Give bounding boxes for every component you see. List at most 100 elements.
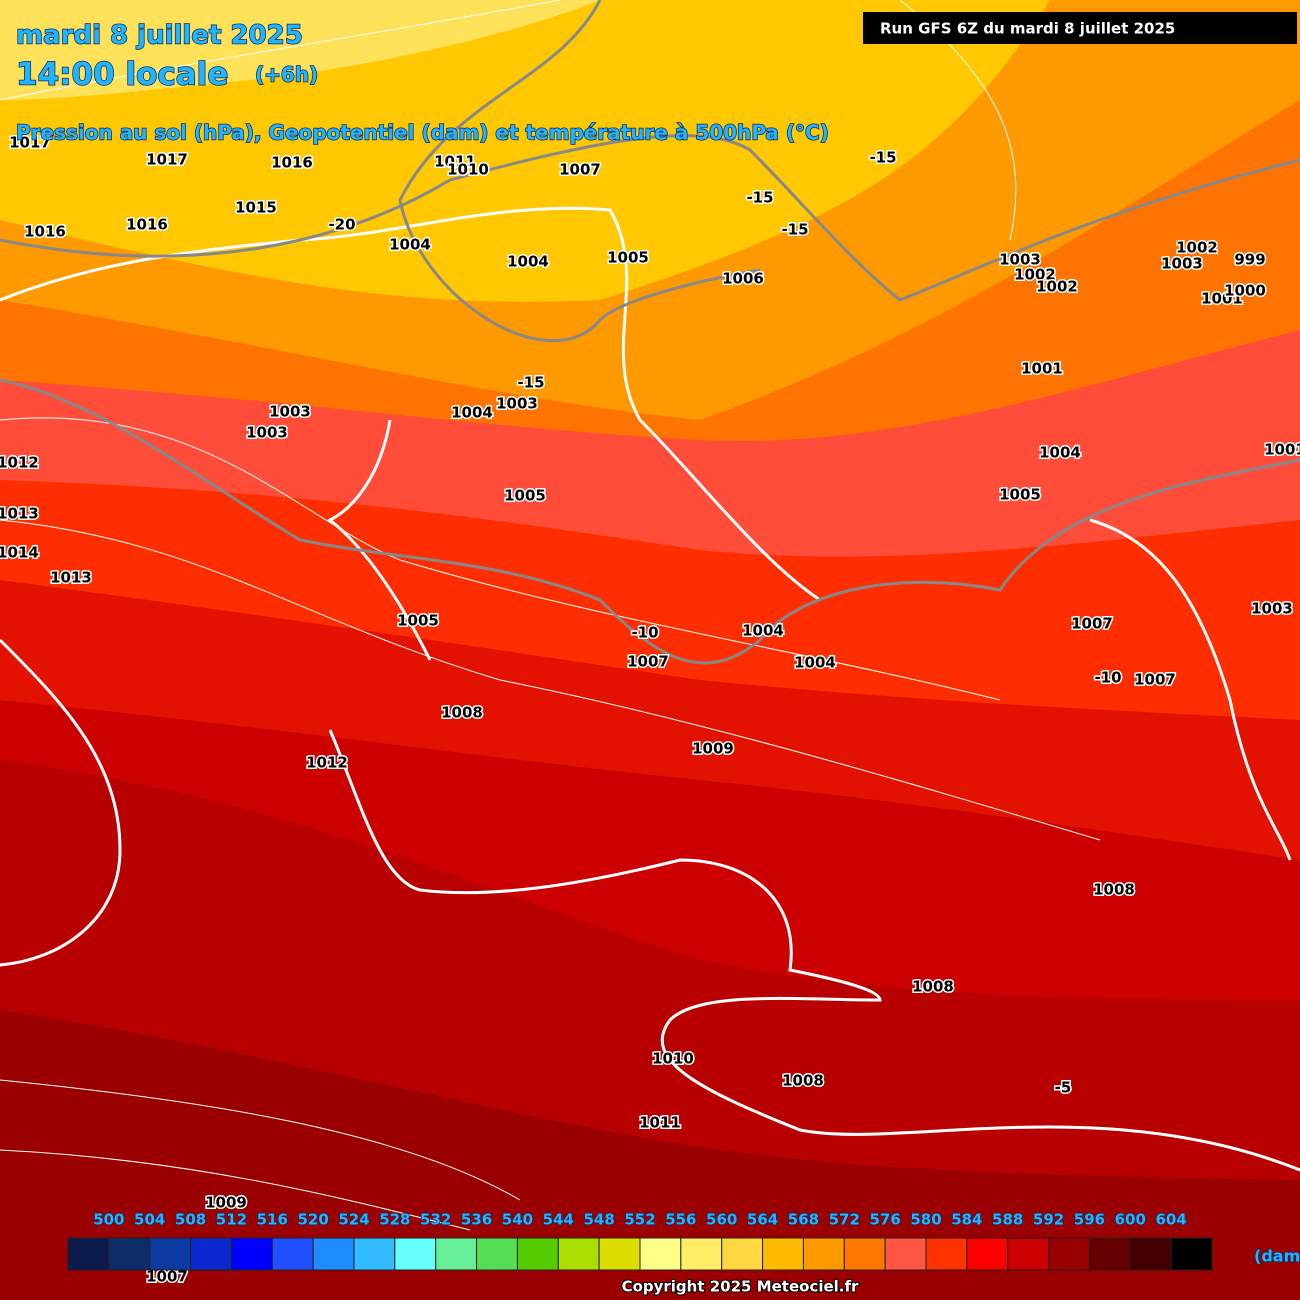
scale-swatch bbox=[1048, 1237, 1090, 1271]
scale-label: 516 bbox=[257, 1211, 288, 1229]
scale-swatch bbox=[516, 1237, 559, 1271]
scale-swatch bbox=[1088, 1237, 1131, 1271]
pressure-label: 1013 bbox=[0, 505, 39, 523]
pressure-label: 1003 bbox=[246, 424, 288, 442]
scale-label: 528 bbox=[379, 1211, 410, 1229]
scale-swatch bbox=[680, 1237, 723, 1271]
scale-swatch bbox=[353, 1237, 396, 1271]
scale-swatch bbox=[762, 1237, 804, 1271]
pressure-label: 1003 bbox=[1251, 600, 1293, 618]
copyright: Copyright 2025 Meteociel.fr bbox=[622, 1278, 859, 1296]
scale-swatch bbox=[639, 1237, 682, 1271]
scale-label: 548 bbox=[583, 1211, 614, 1229]
date: mardi 8 juillet 2025 bbox=[16, 21, 303, 51]
run-box bbox=[863, 12, 1297, 44]
pressure-label: 1008 bbox=[1093, 881, 1135, 899]
scale-label: 540 bbox=[502, 1211, 533, 1229]
pressure-label: 1017 bbox=[9, 134, 51, 152]
scale-label: 500 bbox=[93, 1211, 124, 1229]
scale-label: 504 bbox=[134, 1211, 165, 1229]
time-offset: (+6h) bbox=[255, 63, 318, 87]
pressure-label: 1001 bbox=[1021, 360, 1063, 378]
scale-label: 524 bbox=[338, 1211, 369, 1229]
scale-swatch bbox=[1170, 1237, 1213, 1271]
pressure-label: 1000 bbox=[1224, 282, 1266, 300]
pressure-label: 1002 bbox=[1176, 239, 1218, 257]
temperature-label: -15 bbox=[781, 221, 808, 239]
scale-swatch bbox=[476, 1237, 518, 1271]
pressure-label: 1010 bbox=[447, 161, 489, 179]
pressure-label: 1001 bbox=[1264, 441, 1300, 459]
scale-swatch bbox=[108, 1237, 151, 1271]
scale-swatch bbox=[230, 1237, 273, 1271]
pressure-label: 1015 bbox=[235, 199, 277, 217]
scale-label: 592 bbox=[1033, 1211, 1064, 1229]
pressure-label: 1005 bbox=[397, 612, 439, 630]
pressure-label: 1008 bbox=[912, 978, 954, 996]
scale-label: 520 bbox=[297, 1211, 328, 1229]
pressure-label: 1016 bbox=[271, 154, 313, 172]
pressure-label: 1007 bbox=[146, 1268, 188, 1286]
scale-swatch bbox=[802, 1237, 845, 1271]
pressure-label: 1002 bbox=[1014, 266, 1056, 284]
scale-label: 588 bbox=[992, 1211, 1023, 1229]
scale-swatch bbox=[394, 1237, 437, 1271]
scale-swatch bbox=[149, 1237, 192, 1271]
scale-label: 560 bbox=[706, 1211, 737, 1229]
subtitle: Pression au sol (hPa), Geopotentiel (dam… bbox=[16, 121, 829, 145]
pressure-label: 1006 bbox=[722, 270, 764, 288]
pressure-label: 1008 bbox=[782, 1072, 824, 1090]
scale-swatch bbox=[843, 1237, 886, 1271]
scale-swatch bbox=[721, 1237, 764, 1271]
scale-swatch bbox=[435, 1237, 478, 1271]
pressure-label: 999 bbox=[1234, 251, 1265, 269]
scale-swatch bbox=[67, 1237, 110, 1271]
scale-label: 580 bbox=[910, 1211, 941, 1229]
scale-label: 596 bbox=[1074, 1211, 1105, 1229]
pressure-label: 1004 bbox=[742, 622, 784, 640]
temperature-label: -10 bbox=[631, 624, 658, 642]
scale-label: 552 bbox=[624, 1211, 655, 1229]
pressure-label: 1009 bbox=[692, 740, 734, 758]
scale-label: 576 bbox=[869, 1211, 900, 1229]
scale-label: 556 bbox=[665, 1211, 696, 1229]
pressure-label: 1005 bbox=[607, 249, 649, 267]
scale-swatch bbox=[190, 1237, 232, 1271]
scale-unit: (dam) bbox=[1254, 1247, 1300, 1266]
isobars bbox=[0, 0, 1300, 1231]
pressure-label: 1017 bbox=[146, 151, 188, 169]
pressure-label: 1003 bbox=[496, 395, 538, 413]
pressure-label: 1012 bbox=[0, 454, 39, 472]
scale-swatch bbox=[598, 1237, 641, 1271]
pressure-label: 1012 bbox=[306, 754, 348, 772]
scale-label: 536 bbox=[461, 1211, 492, 1229]
scale-swatch bbox=[925, 1237, 968, 1271]
pressure-label: 1007 bbox=[1134, 671, 1176, 689]
pressure-label: 1004 bbox=[389, 236, 431, 254]
pressure-label: 1011 bbox=[434, 153, 476, 171]
pressure-label: 1002 bbox=[1036, 278, 1078, 296]
scale-label: 600 bbox=[1115, 1211, 1146, 1229]
scale-swatch bbox=[1007, 1237, 1050, 1271]
scale-label: 532 bbox=[420, 1211, 451, 1229]
scale-swatch bbox=[271, 1237, 314, 1271]
pressure-label: 1004 bbox=[1039, 444, 1081, 462]
scale-label: 572 bbox=[829, 1211, 860, 1229]
scale-label: 564 bbox=[747, 1211, 778, 1229]
pressure-label: 1008 bbox=[441, 704, 483, 722]
pressure-label: 1007 bbox=[1071, 615, 1113, 633]
scale-label: 604 bbox=[1155, 1211, 1186, 1229]
temperature-label: -15 bbox=[746, 189, 773, 207]
scale-label: 508 bbox=[175, 1211, 206, 1229]
isotherms bbox=[0, 0, 1300, 665]
pressure-label: 1009 bbox=[205, 1194, 247, 1212]
pressure-label: 1011 bbox=[639, 1114, 681, 1132]
pressure-label: 1014 bbox=[0, 544, 39, 562]
pressure-label: 1004 bbox=[507, 253, 549, 271]
scale-label: 584 bbox=[951, 1211, 982, 1229]
temperature-label: -15 bbox=[869, 149, 896, 167]
local-time: 14:00 locale bbox=[16, 57, 228, 93]
pressure-label: 1007 bbox=[559, 161, 601, 179]
